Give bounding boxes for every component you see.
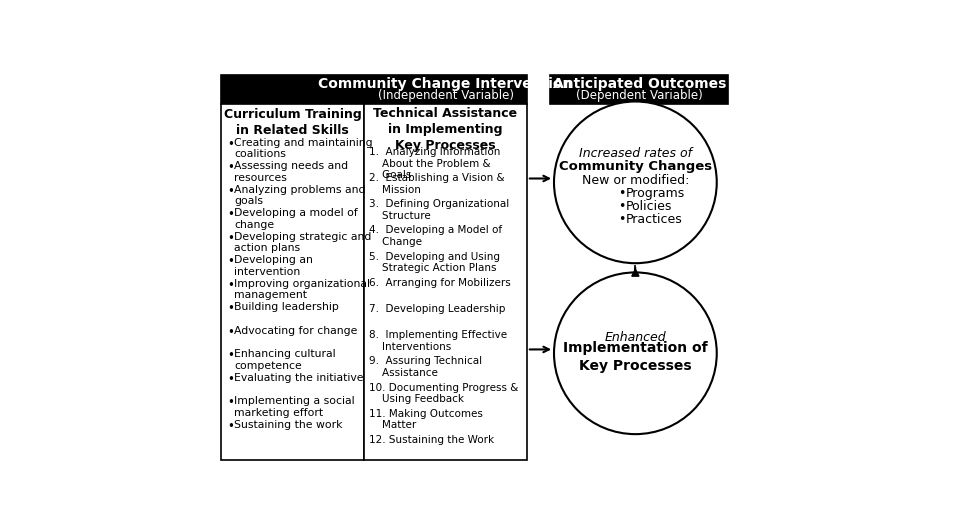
Bar (221, 75, 527, 104)
Text: Analyzing problems and
goals: Analyzing problems and goals (234, 185, 366, 206)
Text: •: • (227, 232, 234, 245)
Text: 7.  Developing Leadership: 7. Developing Leadership (369, 304, 505, 314)
Text: New or modified:: New or modified: (582, 174, 689, 187)
Text: Creating and maintaining
coalitions: Creating and maintaining coalitions (234, 138, 372, 160)
Text: Increased rates of: Increased rates of (579, 146, 692, 160)
Bar (550, 75, 729, 104)
Text: •: • (618, 200, 626, 213)
Text: Sustaining the work: Sustaining the work (234, 419, 343, 429)
Text: Evaluating the initiative: Evaluating the initiative (234, 373, 364, 383)
Text: 4.  Developing a Model of
    Change: 4. Developing a Model of Change (369, 225, 502, 247)
Text: •: • (227, 373, 234, 385)
Text: 9.  Assuring Technical
    Assistance: 9. Assuring Technical Assistance (369, 356, 482, 378)
Text: Advocating for change: Advocating for change (234, 326, 357, 335)
Text: •: • (618, 213, 626, 226)
Text: Anticipated Outcomes: Anticipated Outcomes (553, 77, 726, 91)
Text: •: • (227, 185, 234, 197)
Circle shape (554, 101, 717, 263)
Text: Enhanced: Enhanced (605, 331, 666, 344)
Text: 8.  Implementing Effective
    Interventions: 8. Implementing Effective Interventions (369, 330, 507, 352)
Text: •: • (227, 396, 234, 409)
Text: •: • (227, 419, 234, 433)
Text: Community Changes: Community Changes (559, 161, 712, 173)
Text: •: • (227, 326, 234, 339)
Text: Assessing needs and
resources: Assessing needs and resources (234, 161, 348, 183)
Text: Community Change Intervention: Community Change Intervention (319, 77, 573, 91)
Text: Implementation of
Key Processes: Implementation of Key Processes (564, 341, 708, 373)
Text: 5.  Developing and Using
    Strategic Action Plans: 5. Developing and Using Strategic Action… (369, 251, 500, 274)
Text: Curriculum Training
in Related Skills: Curriculum Training in Related Skills (224, 109, 361, 138)
Bar (221, 104, 364, 459)
Text: 12. Sustaining the Work: 12. Sustaining the Work (369, 435, 493, 445)
Text: •: • (227, 161, 234, 174)
Text: •: • (227, 255, 234, 268)
Text: •: • (227, 302, 234, 315)
Text: Developing a model of
change: Developing a model of change (234, 208, 358, 230)
Text: •: • (618, 186, 626, 200)
Text: 10. Documenting Progress &
    Using Feedback: 10. Documenting Progress & Using Feedbac… (369, 383, 518, 404)
Text: (Dependent Variable): (Dependent Variable) (576, 89, 703, 102)
Text: •: • (227, 138, 234, 151)
Text: Programs: Programs (626, 186, 685, 200)
Text: •: • (227, 279, 234, 291)
Text: Practices: Practices (626, 213, 683, 226)
Text: •: • (227, 349, 234, 362)
Text: •: • (227, 208, 234, 221)
Text: Technical Assistance
in Implementing
Key Processes: Technical Assistance in Implementing Key… (373, 107, 517, 152)
Text: Building leadership: Building leadership (234, 302, 339, 312)
Text: 11. Making Outcomes
    Matter: 11. Making Outcomes Matter (369, 409, 483, 430)
Text: Improving organizational
management: Improving organizational management (234, 279, 370, 300)
Text: Enhancing cultural
competence: Enhancing cultural competence (234, 349, 336, 371)
Text: Policies: Policies (626, 200, 672, 213)
Text: Developing an
intervention: Developing an intervention (234, 255, 313, 277)
Text: (Independent Variable): (Independent Variable) (377, 89, 514, 102)
Text: 1.  Analyzing Information
    About the Problem &
    Goals: 1. Analyzing Information About the Probl… (369, 147, 500, 181)
Text: 6.  Arranging for Mobilizers: 6. Arranging for Mobilizers (369, 278, 511, 288)
Text: Developing strategic and
action plans: Developing strategic and action plans (234, 232, 372, 254)
Text: 2.  Establishing a Vision &
    Mission: 2. Establishing a Vision & Mission (369, 173, 504, 195)
Circle shape (554, 272, 717, 434)
Text: 3.  Defining Organizational
    Structure: 3. Defining Organizational Structure (369, 200, 509, 221)
Text: Implementing a social
marketing effort: Implementing a social marketing effort (234, 396, 354, 418)
Bar (364, 104, 527, 459)
